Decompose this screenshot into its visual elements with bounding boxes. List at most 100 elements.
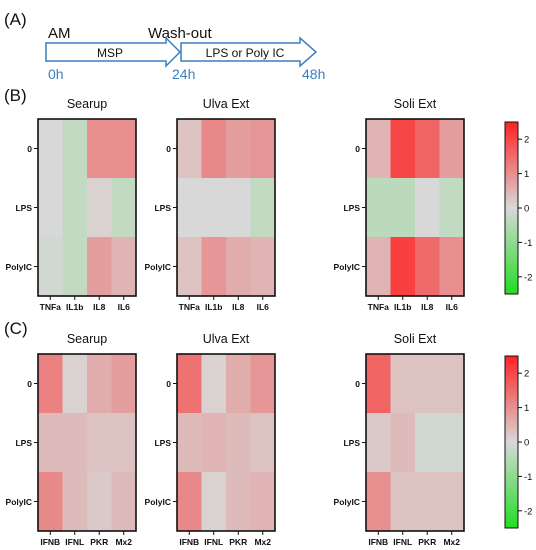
heatmap-cell	[250, 413, 276, 473]
heatmap-cell	[366, 119, 391, 179]
heatmap-cell	[250, 354, 276, 414]
heatmap-cell	[38, 237, 63, 297]
heatmap-cell	[226, 472, 251, 532]
heatmap-cell	[439, 354, 465, 414]
time-label-48h: 48h	[302, 66, 325, 82]
heatmap-cell	[439, 237, 465, 297]
colorbar-gradient	[504, 121, 519, 295]
timeline-arrow-msp	[45, 36, 182, 68]
row-label: 0	[166, 379, 171, 389]
heatmap-cell	[177, 354, 202, 414]
heatmap-cell	[62, 237, 88, 297]
row-label: 0	[355, 144, 360, 154]
column-label: TNFa	[40, 302, 62, 312]
heatmap-cell	[439, 413, 465, 473]
heatmap-cell	[366, 354, 391, 414]
heatmap-cell	[415, 178, 440, 238]
column-label: IL8	[93, 302, 106, 312]
row-label: LPS	[15, 203, 32, 213]
panel-label-a: (A)	[4, 10, 27, 29]
heatmap-cell	[390, 354, 416, 414]
heatmap-cell	[226, 237, 251, 297]
heatmap-cell	[87, 119, 112, 179]
heatmap-cell	[250, 178, 276, 238]
column-label: IL8	[421, 302, 434, 312]
heatmap-title: Soli Ext	[394, 332, 437, 346]
heatmap-cell	[177, 413, 202, 473]
time-label-24h: 24h	[172, 66, 195, 82]
heatmap-cell	[201, 178, 227, 238]
heatmap-cell	[87, 237, 112, 297]
arrow-label-msp: MSP	[97, 46, 123, 60]
timeline-arrow-treatment	[180, 36, 318, 68]
column-label: Mx2	[115, 537, 132, 547]
heatmap-cell	[177, 119, 202, 179]
heatmap-cell	[366, 178, 391, 238]
column-label: IFNB	[40, 537, 60, 547]
colorbar-gradient	[504, 355, 519, 529]
panel-label-b: (B)	[4, 86, 27, 105]
column-label: IFNL	[204, 537, 223, 547]
column-label: IFNB	[368, 537, 388, 547]
heatmap-cell	[390, 178, 416, 238]
heatmap-cell	[439, 178, 465, 238]
heatmap-title: Searup	[67, 97, 107, 111]
heatmap-cell	[390, 119, 416, 179]
heatmap-cell	[62, 472, 88, 532]
heatmap-cell	[366, 472, 391, 532]
colorbar-tick-label: 0	[524, 438, 529, 449]
heatmap-cell	[390, 237, 416, 297]
heatmap-cell	[111, 237, 137, 297]
column-label: IL6	[257, 302, 270, 312]
row-label: PolyIC	[334, 262, 360, 272]
row-label: 0	[166, 144, 171, 154]
column-label: TNFa	[368, 302, 390, 312]
heatmap-cell	[226, 413, 251, 473]
time-label-0h: 0h	[48, 66, 64, 82]
heatmap-cell	[390, 413, 416, 473]
column-label: Mx2	[443, 537, 460, 547]
column-label: Mx2	[254, 537, 271, 547]
column-label: IL6	[446, 302, 459, 312]
column-label: IL1b	[394, 302, 411, 312]
colorbar-tick-label: 2	[524, 369, 529, 380]
row-label: LPS	[343, 203, 360, 213]
heatmap-cell	[390, 472, 416, 532]
heatmap-cell	[439, 119, 465, 179]
heatmap-cell	[111, 413, 137, 473]
heatmap-cell	[111, 354, 137, 414]
colorbar-b: 2 1 0 -1 -2	[504, 121, 532, 295]
heatmap-cell	[38, 178, 63, 238]
arrow-label-treatment: LPS or Poly IC	[206, 46, 285, 60]
heatmap-title: Searup	[67, 332, 107, 346]
heatmap-cell	[177, 237, 202, 297]
colorbar-tick-label: 1	[524, 169, 529, 180]
heatmap-cell	[38, 119, 63, 179]
row-label: PolyIC	[145, 262, 171, 272]
heatmap-cell	[87, 178, 112, 238]
heatmap-b-2: Ulva Ext 0 LPS PolyIC TNFa IL1b IL8 IL6	[145, 97, 276, 312]
heatmap-cell	[201, 237, 227, 297]
heatmap-cell	[87, 413, 112, 473]
row-label: LPS	[154, 438, 171, 448]
column-label: IFNL	[65, 537, 84, 547]
colorbar-tick-label: 2	[524, 135, 529, 146]
heatmap-cell	[62, 413, 88, 473]
row-label: PolyIC	[145, 497, 171, 507]
heatmap-cell	[415, 472, 440, 532]
heatmap-b-1: Searup 0 LPS PolyIC TNFa IL1b IL8 IL6	[6, 97, 137, 312]
label-am: AM	[48, 25, 71, 42]
heatmap-cell	[366, 413, 391, 473]
heatmap-cell	[177, 178, 202, 238]
heatmap-b-3: Soli Ext 0 LPS PolyIC TNFa IL1b IL8 IL6	[334, 97, 465, 312]
heatmap-cell	[201, 119, 227, 179]
heatmap-cell	[111, 178, 137, 238]
heatmap-cell	[201, 413, 227, 473]
row-label: PolyIC	[334, 497, 360, 507]
column-label: PKR	[229, 537, 247, 547]
column-label: PKR	[418, 537, 436, 547]
colorbars: 2 1 0 -1 -2 2 1 0 -1 -2	[504, 121, 532, 529]
heatmap-cell	[201, 354, 227, 414]
heatmap-cell	[366, 237, 391, 297]
